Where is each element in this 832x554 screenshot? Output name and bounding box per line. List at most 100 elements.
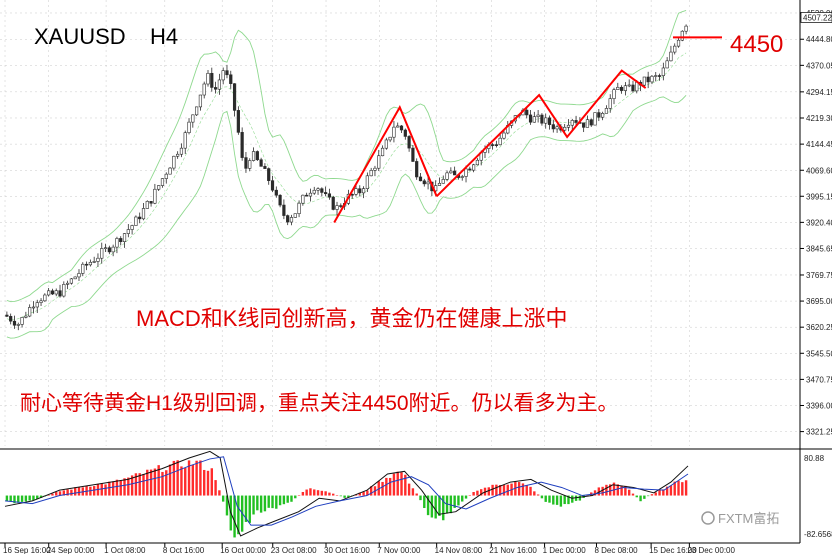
candle-body <box>145 201 149 209</box>
macd-hist-bar <box>263 495 267 512</box>
macd-hist-bar <box>267 495 270 508</box>
candle-body <box>183 132 187 149</box>
macd-hist-bar <box>529 486 532 496</box>
watermark-icon <box>701 511 715 525</box>
macd-hist-bar <box>184 467 187 496</box>
macd-hist-bar <box>571 495 574 503</box>
candle-body <box>422 180 426 185</box>
macd-hist-bar <box>32 495 35 501</box>
time-tick-label: 7 Nov 00:00 <box>377 546 421 554</box>
macd-hist-bar <box>237 495 240 535</box>
macd-hist-bar <box>146 469 149 496</box>
time-tick-label: 30 Oct 16:00 <box>324 546 370 554</box>
macd-hist-bar <box>248 495 251 523</box>
candle-body <box>532 116 536 123</box>
macd-hist-bar <box>669 485 673 496</box>
macd-hist-bar <box>203 469 206 496</box>
candle-body <box>92 261 96 263</box>
candle-body <box>278 194 282 206</box>
macd-hist-bar <box>127 477 130 496</box>
candle-body <box>240 132 244 158</box>
macd-hist-bar <box>176 460 179 496</box>
candle-body <box>39 300 43 303</box>
macd-hist-bar <box>153 468 157 496</box>
macd-hist-bar <box>574 495 578 501</box>
price-tick-label: 3769.75 <box>806 271 832 280</box>
time-tick-label: 14 Nov 08:00 <box>435 546 483 554</box>
macd-hist-bar <box>17 495 20 503</box>
macd-hist-bar <box>62 490 66 496</box>
macd-hist-bar <box>195 460 198 496</box>
macd-hist-bar <box>172 460 176 496</box>
macd-hist-bar <box>426 495 430 516</box>
candle-body <box>453 170 457 176</box>
macd-hist-bar <box>320 490 324 496</box>
candle-body <box>650 75 654 83</box>
candle-body <box>308 192 313 197</box>
macd-hist-bar <box>214 480 217 496</box>
candle-body <box>380 147 385 157</box>
bollinger-upper <box>6 9 687 303</box>
macd-hist-bar <box>77 487 81 496</box>
macd-hist-bar <box>369 486 373 496</box>
candle-body <box>388 136 392 141</box>
candle-body <box>324 192 328 195</box>
time-tick-label: 24 Sep 00:00 <box>47 546 95 554</box>
candle-body <box>403 129 407 137</box>
macd-panel <box>4 449 801 543</box>
candle-body <box>267 168 271 181</box>
candle-body <box>631 84 635 92</box>
candle-body <box>646 76 650 83</box>
annotation-macd: MACD和K线同创新高，黄金仍在健康上涨中 <box>136 306 567 331</box>
time-tick-label: 23 Dec 00:00 <box>687 546 735 554</box>
macd-upper-label: 80.88 <box>804 454 825 463</box>
macd-hist-bar <box>597 487 601 496</box>
time-tick-label: 16 Oct 00:00 <box>220 546 266 554</box>
candle-body <box>202 83 206 96</box>
macd-hist-bar <box>419 495 422 501</box>
bollinger-middle <box>6 52 687 321</box>
macd-hist-bar <box>282 495 286 505</box>
candle-body <box>407 136 411 149</box>
candle-body <box>172 155 176 169</box>
price-tick-label: 3620.25 <box>806 323 832 332</box>
macd-hist-bar <box>434 495 437 519</box>
macd-hist-bar <box>555 495 559 505</box>
macd-hist-bar <box>138 473 141 496</box>
macd-hist-bar <box>544 495 547 502</box>
macd-hist-bar <box>134 473 138 496</box>
macd-hist-bar <box>605 484 608 496</box>
macd-hist-bar <box>578 495 582 501</box>
candle-body <box>248 160 252 169</box>
price-tick-label: 3920.40 <box>806 218 832 227</box>
candle-body <box>149 201 153 204</box>
macd-hist-bar <box>47 495 50 496</box>
time-tick-label: 16 Sep 16:00 <box>3 546 51 554</box>
candle-body <box>286 215 290 223</box>
price-tick-label: 4219.30 <box>806 114 832 123</box>
macd-hist-bar <box>290 495 293 502</box>
macd-hist-bar <box>73 487 77 496</box>
candle-body <box>84 263 89 266</box>
candle-body <box>354 188 358 195</box>
macd-hist-bar <box>411 488 415 496</box>
candle-body <box>5 314 9 317</box>
macd-hist-bar <box>400 472 403 496</box>
macd-hist-bar <box>324 491 327 496</box>
price-tick-label: 3396.00 <box>806 401 832 410</box>
macd-hist-bar <box>275 495 278 509</box>
candle-body <box>616 86 620 90</box>
macd-hist-bar <box>157 465 160 496</box>
candle-body <box>582 122 586 128</box>
macd-hist-bar <box>309 488 312 496</box>
macd-hist-bar <box>620 485 623 496</box>
candle-body <box>623 85 627 91</box>
current-price-label: 4507.22 <box>803 13 832 22</box>
candle-body <box>168 167 172 175</box>
watermark-text: FXTM富拓 <box>718 511 779 526</box>
candle-body <box>244 157 248 169</box>
macd-hist-bar <box>335 495 339 496</box>
macd-hist-bar <box>461 495 464 502</box>
candle-body <box>187 121 191 133</box>
candle-body <box>31 306 36 309</box>
